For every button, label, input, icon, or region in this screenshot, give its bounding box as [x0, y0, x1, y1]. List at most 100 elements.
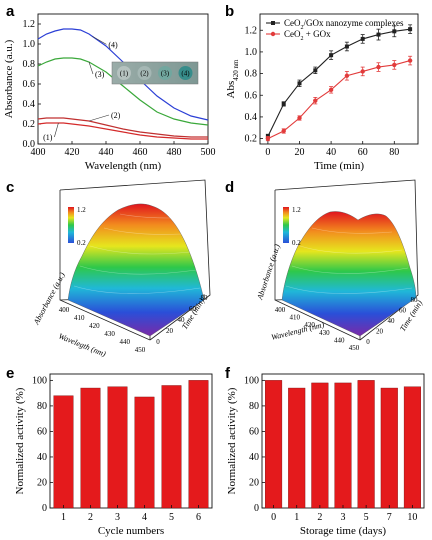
bar-e-1 — [53, 395, 74, 509]
chart-d-3d-surface: 1.2 0.2 Absorbance (a.u.) Wavelength (nm… — [255, 179, 424, 352]
inset-cuvette-label: (2) — [140, 70, 149, 78]
chart-f-storage-bar: 0 20 40 60 80 100 0 1 2 3 5 7 10 Storage time (days) N… — [226, 373, 425, 537]
x-tick-label-a: 400 — [31, 147, 46, 158]
data-point-b — [376, 32, 381, 37]
y-tick-label-b: 0.6 — [245, 90, 258, 101]
x-tick-label-f: 3 — [341, 512, 346, 523]
x-tick-label-e: 4 — [142, 512, 147, 523]
wavelength-tick-label: 400 — [275, 306, 286, 314]
inset-cuvette-photo — [111, 61, 199, 85]
axis-title-a-x: Wavelength (nm) — [85, 160, 162, 172]
bar-e-5 — [161, 385, 182, 509]
surface-d-body — [281, 211, 417, 337]
data-point-b — [392, 29, 397, 34]
y-tick-label-a: 0.2 — [23, 119, 36, 130]
colorbar-c-top: 1.2 — [77, 206, 86, 214]
wavelength-tick-label: 410 — [290, 314, 301, 322]
time-tick-label: 20 — [376, 328, 384, 336]
data-point-b — [297, 115, 302, 121]
time-tick-label: 0 — [156, 338, 160, 346]
y-tick-label-a: 1.2 — [23, 19, 36, 30]
y-tick-label-e: 20 — [37, 477, 47, 488]
panel-a-letter: a — [6, 3, 15, 20]
curve-leader-a — [92, 36, 107, 45]
y-tick-label-e: 100 — [32, 375, 47, 386]
wavelength-tick-label: 400 — [59, 306, 70, 314]
y-tick-label-a: 0.0 — [23, 139, 36, 150]
bar-f-3 — [334, 382, 352, 509]
curve-leader-a — [88, 61, 94, 75]
data-point-b — [329, 53, 334, 58]
time-tick-label: 60 — [399, 307, 407, 315]
x-tick-label-b: 0 — [265, 147, 270, 158]
axis-title-d-x: Wavelength (nm) — [270, 320, 325, 342]
panel-d-letter: d — [225, 179, 234, 196]
time-tick-label: 40 — [178, 316, 186, 324]
x-tick-label-f: 10 — [407, 512, 417, 523]
chart-b-kinetics: 0 20 40 60 80 0.2 0.4 0.6 0.8 1.0 1.2 Time (min) Abs… — [225, 13, 419, 172]
time-tick-label: 60 — [189, 305, 197, 313]
data-point-b — [376, 64, 381, 70]
surface-c-body — [67, 203, 205, 337]
y-tick-label-b: 1.2 — [245, 25, 258, 36]
curve-leader-a — [88, 114, 110, 122]
wavelength-tick-label: 450 — [135, 346, 146, 354]
y-tick-label-e: 40 — [37, 452, 47, 463]
data-point-b — [344, 73, 350, 78]
data-point-b — [328, 87, 334, 93]
data-point-b — [408, 27, 413, 32]
y-tick-label-a: 0.8 — [23, 59, 36, 70]
series-line-a-4 — [37, 28, 209, 121]
series-line-b-1 — [267, 28, 411, 137]
inset-cuvette-label: (4) — [181, 70, 190, 78]
series-line-a-1 — [37, 122, 208, 140]
panel-b-letter: b — [225, 3, 234, 20]
panel-f-letter: f — [225, 365, 231, 382]
data-point-b — [313, 98, 318, 103]
y-tick-label-b: 0.8 — [245, 69, 258, 80]
y-tick-label-f: 100 — [244, 375, 259, 386]
x-tick-label-b: 80 — [389, 147, 399, 158]
y-tick-label-f: 80 — [249, 401, 259, 412]
plot-frame-e — [49, 373, 213, 509]
data-point-b — [344, 44, 349, 49]
plot-frame-a — [37, 13, 209, 145]
x-tick-label-e: 5 — [169, 512, 174, 523]
y-tick-label-e: 60 — [37, 426, 47, 437]
curve-label-a: (2) — [111, 111, 121, 120]
y-tick-label-f: 0 — [254, 503, 259, 514]
bar-f-1 — [288, 387, 306, 509]
x-tick-label-a: 500 — [201, 147, 216, 158]
inset-cuvette — [178, 66, 193, 80]
legend-label-b: CeO2 + GOx — [284, 29, 331, 42]
x-tick-label-a: 440 — [99, 147, 114, 158]
axis-title-b-y: Abs420 nm — [225, 59, 240, 98]
x-tick-label-f: 7 — [387, 512, 392, 523]
time-tick-label: 40 — [388, 317, 396, 325]
wavelength-tick-label: 420 — [304, 321, 315, 329]
curve-label-a: (3) — [95, 70, 105, 79]
data-point-b — [281, 101, 286, 106]
y-tick-label-b: 0.4 — [245, 112, 258, 123]
y-tick-label-b: 0.2 — [245, 134, 258, 145]
legend-marker-b — [271, 21, 275, 25]
bar-f-7 — [380, 387, 398, 509]
time-tick-label: 80 — [411, 296, 419, 304]
y-tick-label-a: 1.0 — [23, 39, 36, 50]
axis-title-f-x: Storage time (days) — [300, 525, 386, 537]
wavelength-tick-label: 440 — [334, 336, 345, 344]
inset-cuvette — [158, 66, 172, 80]
x-tick-label-e: 6 — [196, 512, 201, 523]
colorbar-d — [283, 207, 289, 243]
colorbar-c — [68, 207, 74, 243]
axis-title-d-y: Absorbance (a.u.) — [255, 243, 282, 302]
data-point-b — [313, 68, 318, 73]
y-tick-label-a: 0.6 — [23, 79, 36, 90]
inset-cuvette — [137, 66, 152, 80]
data-point-b — [392, 62, 397, 68]
bar-e-3 — [107, 386, 128, 509]
x-tick-label-a: 460 — [133, 147, 148, 158]
